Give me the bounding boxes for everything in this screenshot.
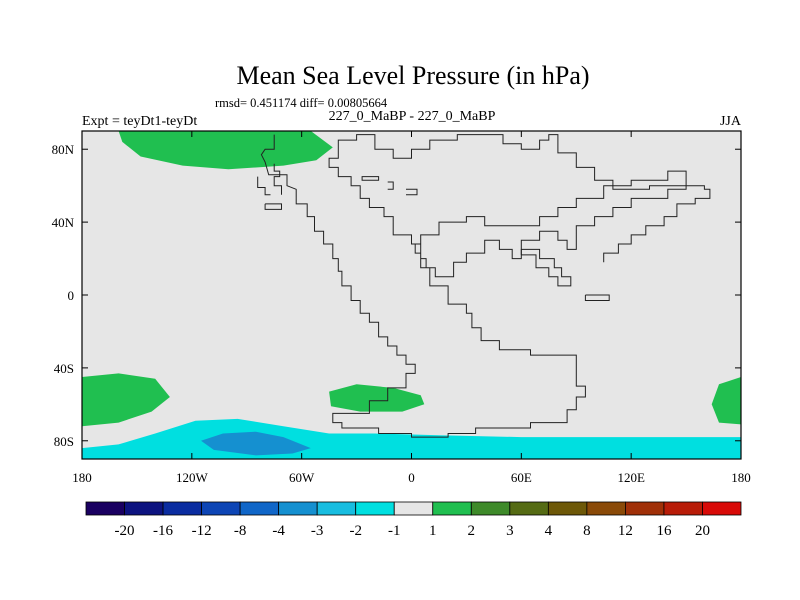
x-tick-label: 60E [511, 470, 532, 485]
region-antarctic-negative-2 [201, 431, 311, 456]
colorbar-label: 20 [695, 523, 710, 539]
colorbar-swatch [124, 501, 164, 516]
season-label: JJA [720, 114, 742, 129]
y-tick-label: 80S [54, 434, 74, 449]
colorbar-label: -2 [349, 523, 362, 539]
coastlines [257, 134, 711, 438]
colorbar-swatch [625, 501, 665, 516]
colorbar-swatch [355, 501, 395, 516]
colorbar-swatch [702, 501, 742, 516]
colorbar-label: 3 [506, 523, 514, 539]
x-tick-label: 120E [617, 470, 645, 485]
colorbar-swatch [278, 501, 318, 516]
coastline-7 [406, 188, 418, 196]
y-tick-label: 0 [68, 288, 75, 303]
y-axis: 80N 40N 0 40S 80S [52, 142, 741, 449]
x-tick-label: 180 [731, 470, 751, 485]
colorbar-swatch [316, 501, 357, 516]
colorbar-swatch [663, 501, 703, 516]
experiment-label: Expt = teyDt1-teyDt [82, 114, 197, 129]
colorbar-swatch [470, 501, 511, 516]
contour-regions [82, 131, 741, 459]
colorbar-swatch [586, 501, 626, 516]
colorbar-swatch [509, 501, 549, 516]
region-south-pacific-positive [82, 373, 170, 427]
coastline-1 [260, 134, 711, 438]
coastline-2 [273, 163, 282, 195]
region-east-edge-positive [711, 377, 741, 425]
colorbar-label: 2 [468, 523, 476, 539]
colorbar-label: -8 [234, 523, 247, 539]
colorbar-swatch [547, 501, 588, 516]
colorbar-label: -4 [272, 523, 285, 539]
colorbar-label: -1 [388, 523, 401, 539]
colorbar-label: 8 [583, 523, 591, 539]
colorbar-label: 16 [656, 523, 672, 539]
case-label: 227_0_MaBP - 227_0_MaBP [329, 109, 496, 124]
x-tick-label: 180 [72, 470, 92, 485]
coastline-6 [387, 181, 394, 190]
colorbar-label: 1 [429, 523, 437, 539]
x-tick-label: 0 [408, 470, 415, 485]
colorbar-swatch [201, 501, 241, 516]
colorbar: -20 -16 -12 -8 -4 -3 -2 -1 1 2 3 4 8 12 16 20 [85, 501, 742, 539]
colorbar-label: -20 [115, 523, 135, 539]
coastline-8 [520, 248, 572, 287]
colorbar-swatch [393, 501, 434, 516]
coastline-9 [584, 294, 610, 301]
colorbar-label: 4 [545, 523, 553, 539]
colorbar-label: 12 [618, 523, 633, 539]
coastline-4 [361, 176, 380, 181]
coastline-3 [257, 176, 271, 196]
region-south-atlantic-positive [329, 384, 425, 412]
x-axis: 180 120W 60W 0 60E 120E 180 [72, 131, 751, 485]
region-arctic-positive [118, 131, 333, 170]
y-tick-label: 40S [54, 361, 74, 376]
stats-line: rmsd= 0.451174 diff= 0.00805664 [215, 96, 388, 110]
colorbar-swatch [432, 501, 472, 516]
colorbar-swatch [162, 501, 202, 516]
coastline-5 [264, 203, 282, 210]
chart-title: Mean Sea Level Pressure (in hPa) [236, 61, 589, 90]
x-tick-label: 60W [289, 470, 315, 485]
y-tick-label: 80N [52, 142, 75, 157]
colorbar-swatch [85, 501, 125, 516]
colorbar-label: -16 [153, 523, 173, 539]
colorbar-swatch [239, 501, 280, 516]
colorbar-label: -3 [311, 523, 324, 539]
colorbar-label: -12 [192, 523, 212, 539]
x-tick-label: 120W [176, 470, 209, 485]
y-tick-label: 40N [52, 215, 75, 230]
